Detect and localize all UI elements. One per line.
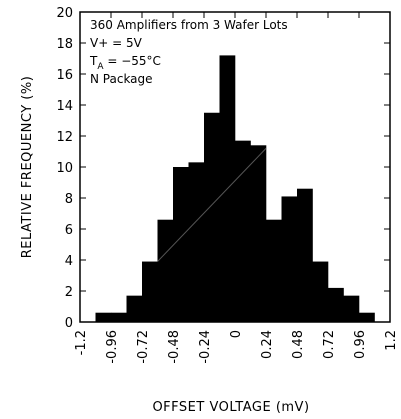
x-tick-label: 0.72 [322,330,337,359]
x-tick-label: 0 [229,330,244,338]
y-tick-label: 4 [65,254,73,269]
histogram-bar [343,295,360,322]
y-tick-label: 12 [56,130,73,145]
y-tick-label: 18 [56,37,73,52]
y-tick-label: 20 [56,6,73,21]
y-axis-ticks: 0 2 4 6 8 10 12 14 16 18 20 [56,6,390,331]
histogram-bar [173,167,189,322]
histogram-bar [95,312,112,322]
histogram-bar [281,196,298,322]
x-tick-label: 1.2 [384,330,399,351]
y-tick-label: 6 [65,223,73,238]
diagonal-line [157,148,267,262]
x-tick-label: 0.96 [353,330,368,359]
y-tick-label: 10 [56,161,73,176]
histogram-bar [250,145,267,322]
histogram-bar [328,287,344,322]
y-tick-label: 0 [65,316,73,331]
y-axis-label: RELATIVE FREQUENCY (%) [20,76,35,259]
histogram-bar [142,261,158,322]
histogram-bar [235,140,251,322]
diagonal-overlay-group [157,148,267,262]
histogram-bar [204,112,220,322]
y-tick-label: 14 [56,99,73,114]
x-tick-label: -0.48 [167,330,182,364]
histogram-bar [126,295,143,322]
annotation-line-3: TA = −55°C [89,54,161,72]
annotation-t-symbol: T [89,54,98,68]
annotation-t-value: = −55°C [104,54,161,68]
annotation-line-1: 360 Amplifiers from 3 Wafer Lots [90,18,288,32]
x-axis-ticks: -1.2 -0.96 -0.72 -0.48 -0.24 0 0.24 0.48 0.72 0.9… [74,12,399,364]
histogram-bar [266,219,282,322]
annotation-line-2: V+ = 5V [90,36,143,50]
x-tick-label: -0.24 [198,330,213,364]
x-tick-label: -0.96 [105,330,120,364]
x-tick-label: -1.2 [74,330,89,355]
bars-group [95,55,375,323]
histogram-bar [157,219,174,322]
y-tick-label: 2 [65,285,73,300]
chart-annotation: 360 Amplifiers from 3 Wafer Lots V+ = 5V… [89,18,288,86]
annotation-line-4: N Package [90,72,153,86]
histogram-bar [188,162,205,322]
annotation-t-subscript: A [97,62,104,72]
histogram-bar [111,312,127,322]
x-tick-label: 0.48 [291,330,306,359]
y-tick-label: 16 [56,68,73,83]
histogram-bar [297,188,313,322]
y-tick-label: 8 [65,192,73,207]
x-axis-label: OFFSET VOLTAGE (mV) [152,400,309,415]
x-tick-label: 0.24 [260,330,275,359]
histogram-bar [359,312,375,322]
x-tick-label: -0.72 [136,330,151,364]
histogram-bar [312,261,329,322]
